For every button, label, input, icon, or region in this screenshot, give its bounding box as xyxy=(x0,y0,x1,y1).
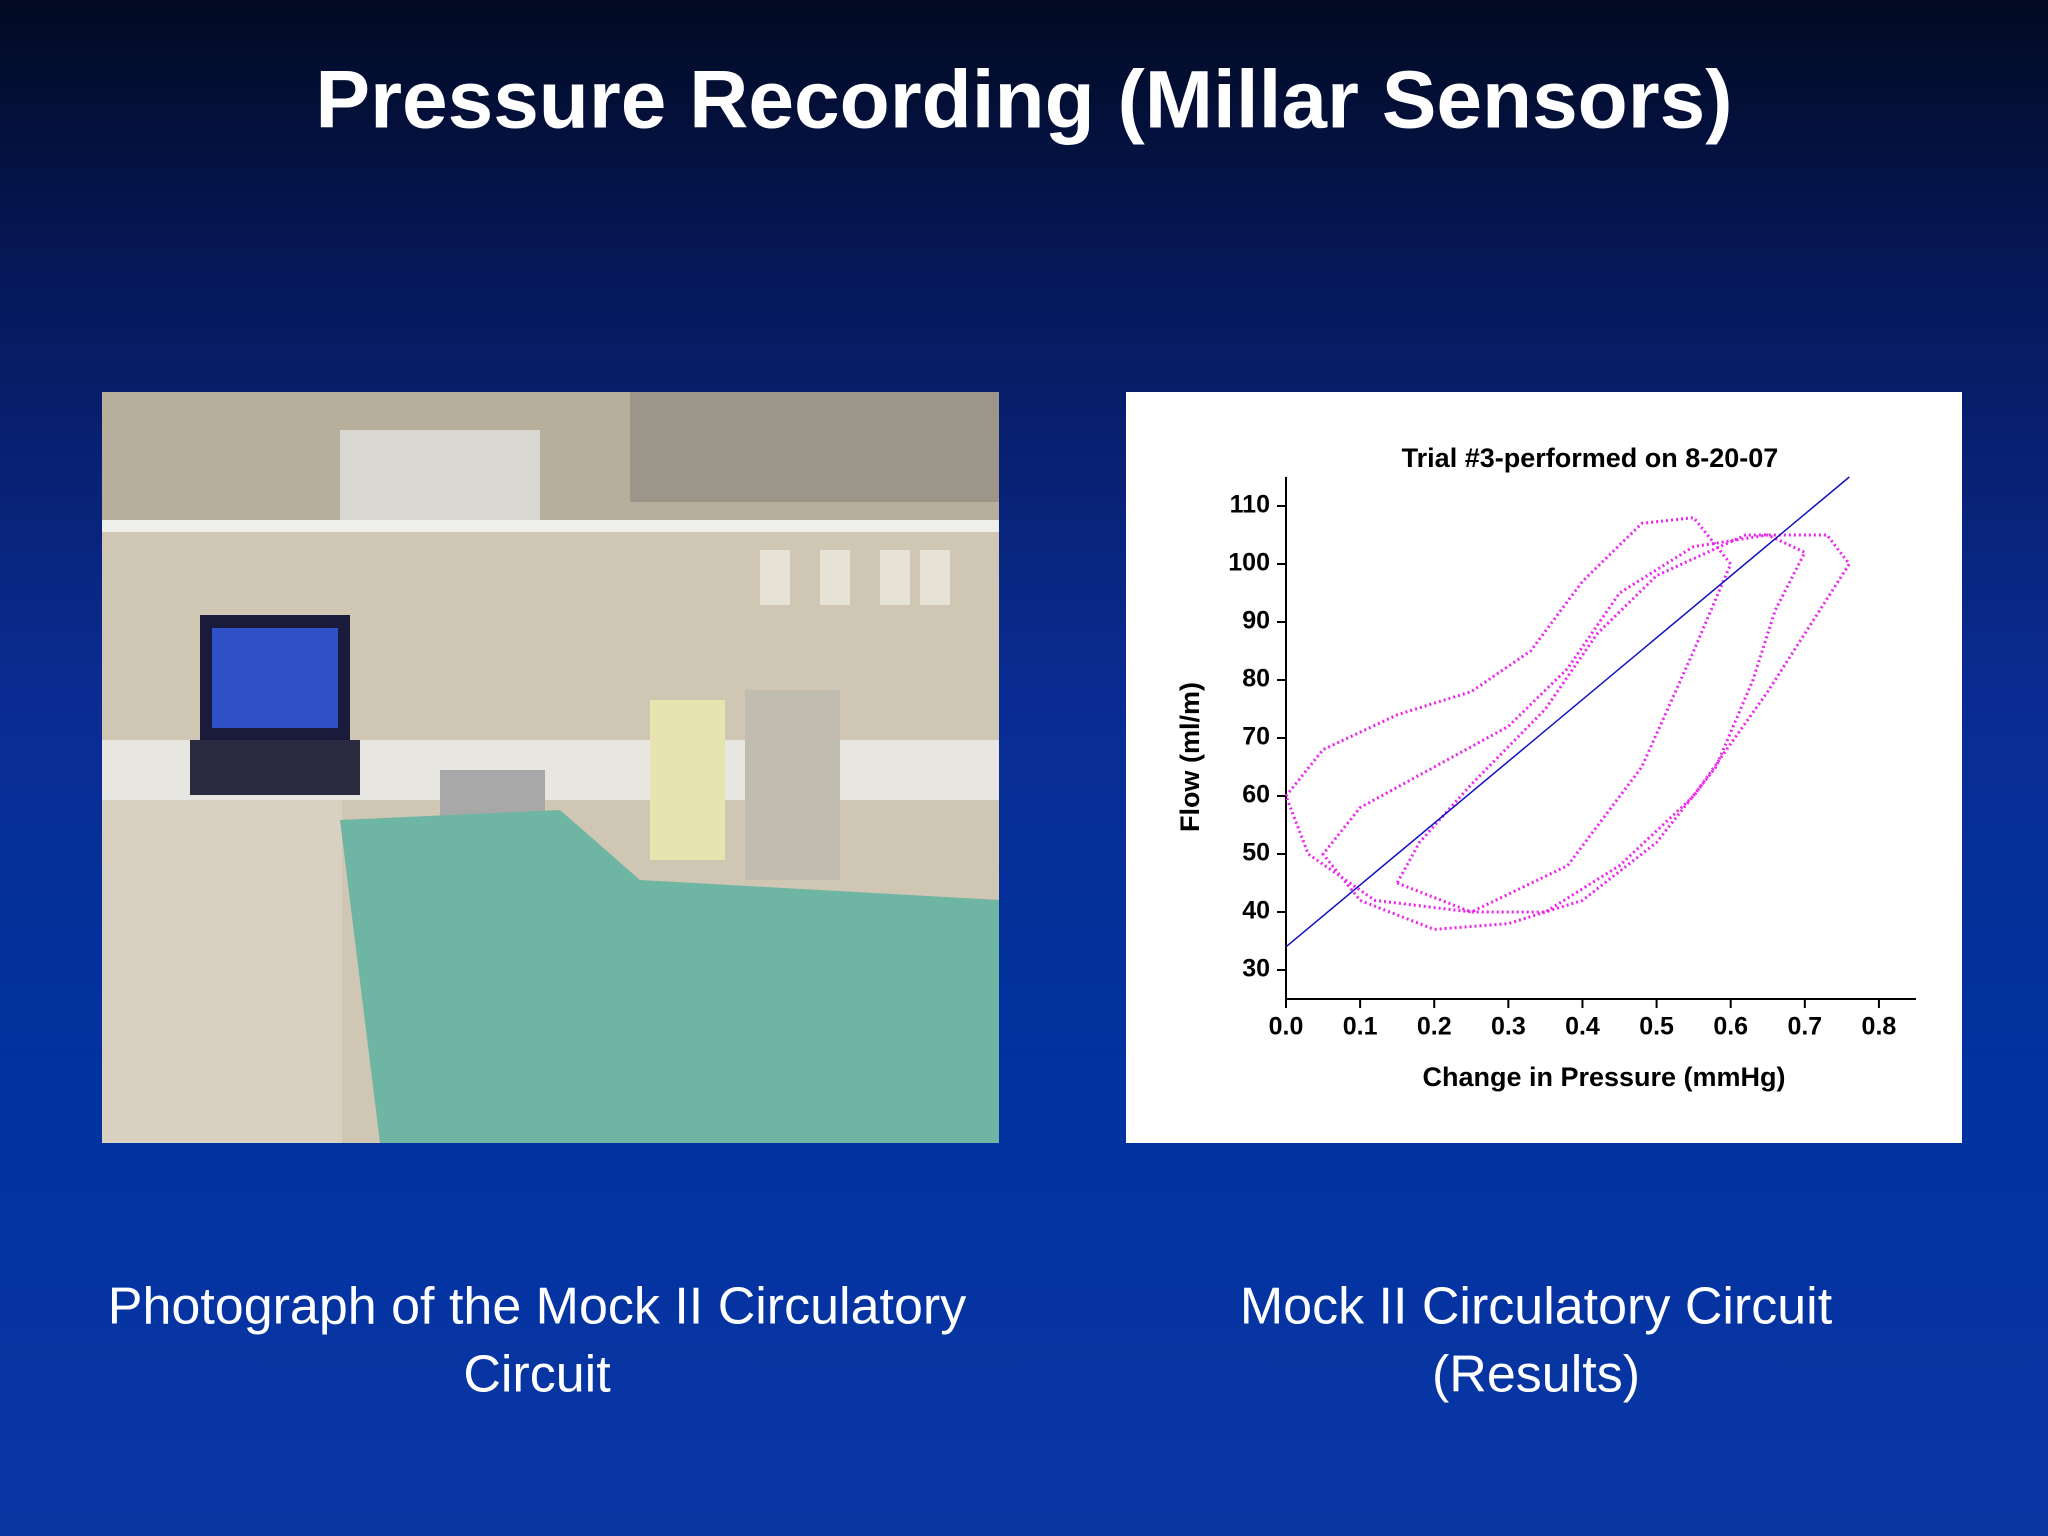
chart-title: Trial #3-performed on 8-20-07 xyxy=(1402,443,1779,473)
y-tick-label: 90 xyxy=(1242,607,1270,635)
y-tick-label: 110 xyxy=(1230,491,1270,519)
y-axis-label: Flow (ml/m) xyxy=(1175,682,1205,832)
y-tick-label: 80 xyxy=(1242,665,1270,693)
y-tick-label: 50 xyxy=(1242,839,1270,867)
y-tick-label: 40 xyxy=(1242,897,1270,925)
x-tick-label: 0.6 xyxy=(1713,1013,1748,1041)
x-tick-label: 0.5 xyxy=(1639,1013,1674,1041)
x-axis-label: Change in Pressure (mmHg) xyxy=(1422,1062,1785,1092)
x-tick-label: 0.1 xyxy=(1343,1013,1378,1041)
data-loop xyxy=(1284,516,1733,914)
photo xyxy=(102,392,999,1143)
photo-caption: Circuit xyxy=(463,1346,611,1404)
x-tick-label: 0.2 xyxy=(1417,1013,1452,1041)
chart-panel xyxy=(1126,392,1962,1143)
y-tick-label: 60 xyxy=(1242,781,1270,809)
data-loop xyxy=(1395,533,1852,914)
data-loop xyxy=(1321,533,1807,931)
x-tick-label: 0.3 xyxy=(1491,1013,1526,1041)
photo-caption: Photograph of the Mock II Circulatory xyxy=(108,1278,966,1336)
y-tick-label: 70 xyxy=(1242,723,1270,751)
chart-caption: Mock II Circulatory Circuit xyxy=(1240,1278,1833,1336)
slide-title: Pressure Recording (Millar Sensors) xyxy=(315,55,1732,146)
chart-caption: (Results) xyxy=(1432,1346,1640,1404)
y-tick-label: 30 xyxy=(1242,955,1270,983)
x-tick-label: 0.7 xyxy=(1787,1013,1822,1041)
x-tick-label: 0.0 xyxy=(1269,1013,1304,1041)
fit-line xyxy=(1285,476,1850,948)
y-tick-label: 100 xyxy=(1228,549,1270,577)
x-tick-label: 0.4 xyxy=(1565,1013,1600,1041)
x-tick-label: 0.8 xyxy=(1862,1013,1897,1041)
